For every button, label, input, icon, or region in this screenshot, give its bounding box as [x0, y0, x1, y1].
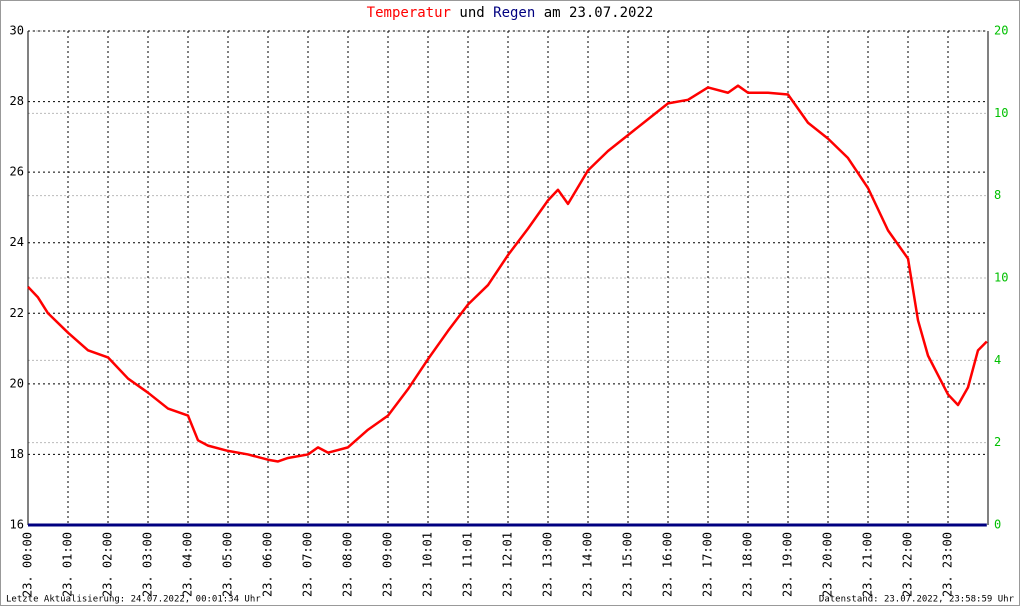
x-tick-label: 23. 11:01 [461, 532, 475, 597]
x-tick-label: 23. 02:00 [101, 532, 115, 597]
y2-tick-label: 10 [994, 106, 1008, 120]
x-tick-label: 23. 01:00 [61, 532, 75, 597]
y2-tick-label: 20 [994, 24, 1008, 38]
title-rain: Regen [493, 5, 535, 21]
y-tick-label: 18 [10, 447, 24, 461]
x-tick-label: 23. 19:00 [781, 532, 795, 597]
x-tick-label: 23. 05:00 [221, 532, 235, 597]
x-tick-label: 23. 12:01 [501, 532, 515, 597]
x-tick-label: 23. 10:01 [421, 532, 435, 597]
title-and: und [459, 5, 484, 21]
y-tick-label: 26 [10, 165, 24, 179]
y2-tick-label: 2 [994, 435, 1001, 449]
x-tick-label: 23. 00:00 [21, 532, 35, 597]
x-tick-label: 23. 04:00 [181, 532, 195, 597]
x-tick-label: 23. 20:00 [821, 532, 835, 597]
temperature-line [27, 84, 988, 463]
footer-right: Datenstand: 23.07.2022, 23:58:59 Uhr [819, 595, 1015, 605]
x-tick-label: 23. 17:00 [701, 532, 715, 597]
title-date: am 23.07.2022 [544, 5, 654, 21]
y-tick-label: 22 [10, 306, 24, 320]
y-tick-label: 16 [10, 518, 24, 532]
x-tick-label: 23. 15:00 [621, 532, 635, 597]
x-tick-label: 23. 08:00 [341, 532, 355, 597]
y-tick-label: 24 [10, 235, 24, 249]
x-tick-label: 23. 22:00 [901, 532, 915, 597]
x-tick-label: 23. 03:00 [141, 532, 155, 597]
y-tick-label: 28 [10, 94, 24, 108]
x-tick-label: 23. 18:00 [741, 532, 755, 597]
title-temperature: Temperatur [367, 5, 451, 21]
y2-tick-label: 8 [994, 188, 1001, 202]
x-tick-label: 23. 13:00 [541, 532, 555, 597]
y-tick-label: 30 [10, 24, 24, 38]
y-tick-label: 20 [10, 376, 24, 390]
x-tick-label: 23. 21:00 [861, 532, 875, 597]
x-tick-label: 23. 14:00 [581, 532, 595, 597]
x-tick-label: 23. 23:00 [941, 532, 955, 597]
y2-tick-label: 0 [994, 518, 1001, 532]
x-tick-label: 23. 16:00 [661, 532, 675, 597]
chart-title: Temperatur und Regen am 23.07.2022 [367, 5, 654, 21]
x-tick-label: 23. 07:00 [301, 532, 315, 597]
y2-tick-label: 4 [994, 353, 1001, 367]
footer-left: Letzte Aktualisierung: 24.07.2022, 00:01… [6, 595, 261, 605]
x-tick-label: 23. 09:00 [381, 532, 395, 597]
y2-tick-label: 10 [994, 271, 1008, 285]
x-tick-label: 23. 06:00 [261, 532, 275, 597]
